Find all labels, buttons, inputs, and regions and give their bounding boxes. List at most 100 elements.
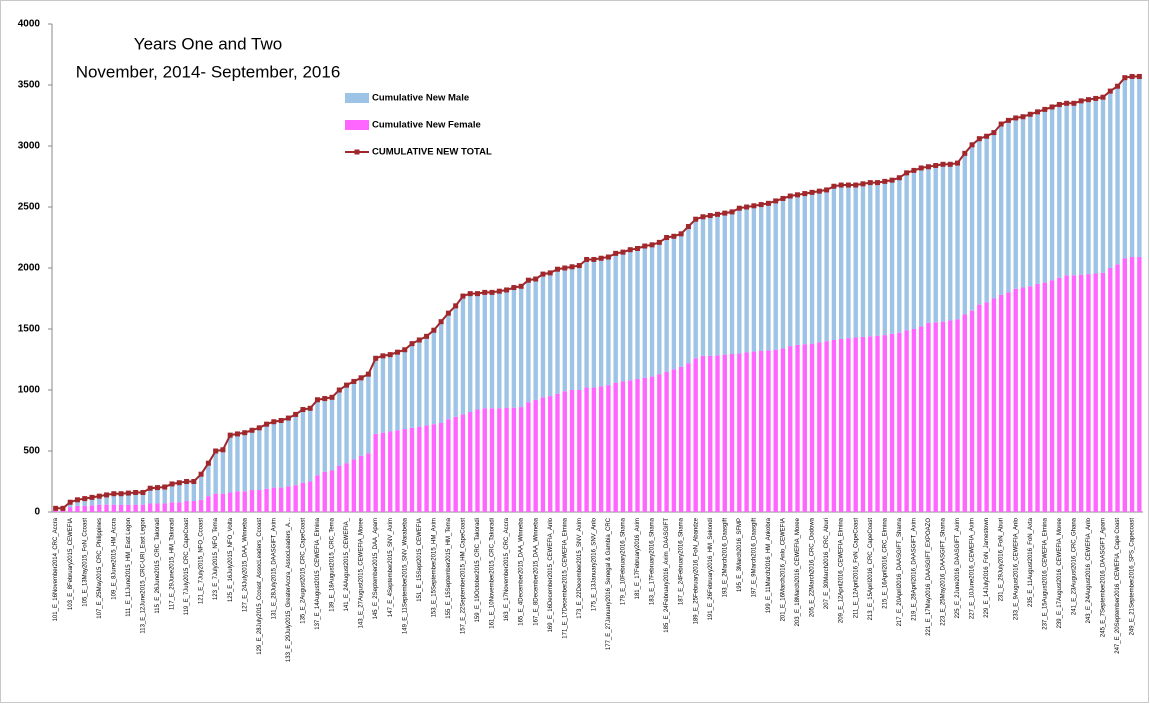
total-marker (154, 485, 160, 491)
bar-segment (562, 268, 567, 392)
total-marker (613, 250, 619, 256)
total-marker (1093, 95, 1099, 101)
bar-segment (235, 433, 240, 492)
total-marker (802, 191, 808, 197)
x-tick-label: 235_E_11August2016_FoN_Axta (1028, 517, 1034, 607)
total-marker (285, 415, 291, 421)
bar-segment (802, 344, 807, 512)
bar-segment (889, 180, 895, 334)
bar-segment (518, 407, 524, 512)
x-tick-label: 101_E_16November2014_CRC_Accra (53, 517, 59, 621)
x-tick-label: 167_E_8December2015_DAA_Winneba (533, 517, 539, 625)
bar-segment (104, 504, 109, 512)
bar-segment (373, 433, 378, 512)
bar-segment (1086, 274, 1091, 512)
total-marker (373, 355, 379, 361)
bar-segment (693, 358, 698, 512)
bar-segment (1057, 277, 1062, 512)
bar-segment (1086, 99, 1091, 275)
x-tick-label: 205_E_22March2016_CRC_Dodowa (810, 517, 816, 617)
bar-segment (453, 305, 458, 417)
bar-segment (984, 302, 989, 512)
bar-segment (955, 163, 960, 320)
total-marker (591, 256, 597, 262)
bar-segment (1042, 109, 1047, 283)
bar-segment (213, 451, 218, 494)
bar-segment (177, 502, 182, 512)
bar-segment (388, 431, 393, 512)
bar-segment (904, 330, 909, 512)
bar-segment (308, 481, 313, 512)
y-tick-label: 3000 (18, 141, 41, 152)
bar-segment (758, 350, 764, 512)
total-marker (998, 121, 1004, 127)
x-tick-label: 233_E_9August2016_CEWEFIA_Anlo (1013, 517, 1019, 620)
bar-segment (191, 481, 197, 502)
bar-segment (417, 339, 422, 427)
bar-segment (853, 185, 858, 338)
x-tick-label: 237_E_15August2016_CEWEFIA_Elmina (1042, 517, 1048, 629)
bar-segment (169, 502, 175, 512)
x-tick-label: 227_E_10June2016_CEWEFIA_Axim (970, 518, 976, 619)
bar-segment (1108, 91, 1113, 268)
bar-segment (162, 486, 167, 504)
total-marker (685, 224, 691, 230)
bar-segment (664, 237, 669, 372)
bar-segment (882, 181, 887, 336)
bar-segment (817, 191, 822, 343)
total-marker (845, 182, 851, 188)
bar-segment (751, 351, 757, 512)
bar-segment (308, 408, 313, 482)
total-marker (176, 480, 182, 486)
total-marker (213, 448, 219, 454)
total-marker (1129, 73, 1135, 79)
total-marker (460, 293, 466, 299)
total-marker (882, 178, 888, 184)
total-marker (1115, 83, 1121, 89)
total-marker (722, 210, 728, 216)
bar-segment (809, 343, 815, 512)
total-marker (620, 249, 626, 255)
bar-segment (700, 216, 706, 356)
total-marker (300, 407, 306, 413)
bar-segment (569, 266, 575, 390)
x-tick-label: 231_E_29July2016_FoN_Aburi (999, 518, 1005, 601)
total-marker (940, 161, 946, 167)
bar-segment (686, 363, 691, 512)
bar-segment (511, 287, 517, 408)
bar-segment (278, 487, 284, 512)
bar-segment (1122, 258, 1127, 512)
bar-segment (868, 182, 873, 337)
bar-segment (1013, 288, 1018, 512)
total-marker (60, 505, 66, 511)
bar-segment (329, 397, 335, 471)
total-marker (729, 209, 735, 215)
total-marker (1020, 114, 1026, 120)
bar-segment (1137, 76, 1142, 258)
bar-segment (838, 338, 844, 512)
bar-segment (766, 350, 771, 512)
bar-segment (169, 483, 175, 503)
bar-segment (1100, 97, 1106, 273)
total-marker (896, 175, 902, 181)
total-marker (933, 163, 939, 169)
bar-segment (1049, 280, 1055, 512)
total-marker (474, 291, 480, 297)
total-marker (234, 431, 240, 437)
bar-segment (438, 321, 444, 423)
bar-segment (729, 354, 735, 512)
bar-segment (271, 487, 277, 512)
bar-segment (613, 382, 618, 512)
x-tick-label: 105_E_13May2015_FoN_Ccoast (82, 518, 88, 607)
total-marker (205, 460, 211, 466)
bar-segment (300, 409, 306, 483)
bar-segment (1122, 77, 1127, 259)
total-marker (169, 481, 175, 487)
bar-segment (591, 259, 597, 388)
bar-segment (191, 501, 197, 512)
bar-segment (351, 459, 357, 512)
bar-segment (89, 497, 95, 506)
bar-segment (118, 493, 124, 505)
x-tick-label: 221_E_17May2016_DAASGIFT_EXPOAZO (926, 518, 932, 636)
bar-segment (708, 355, 713, 512)
